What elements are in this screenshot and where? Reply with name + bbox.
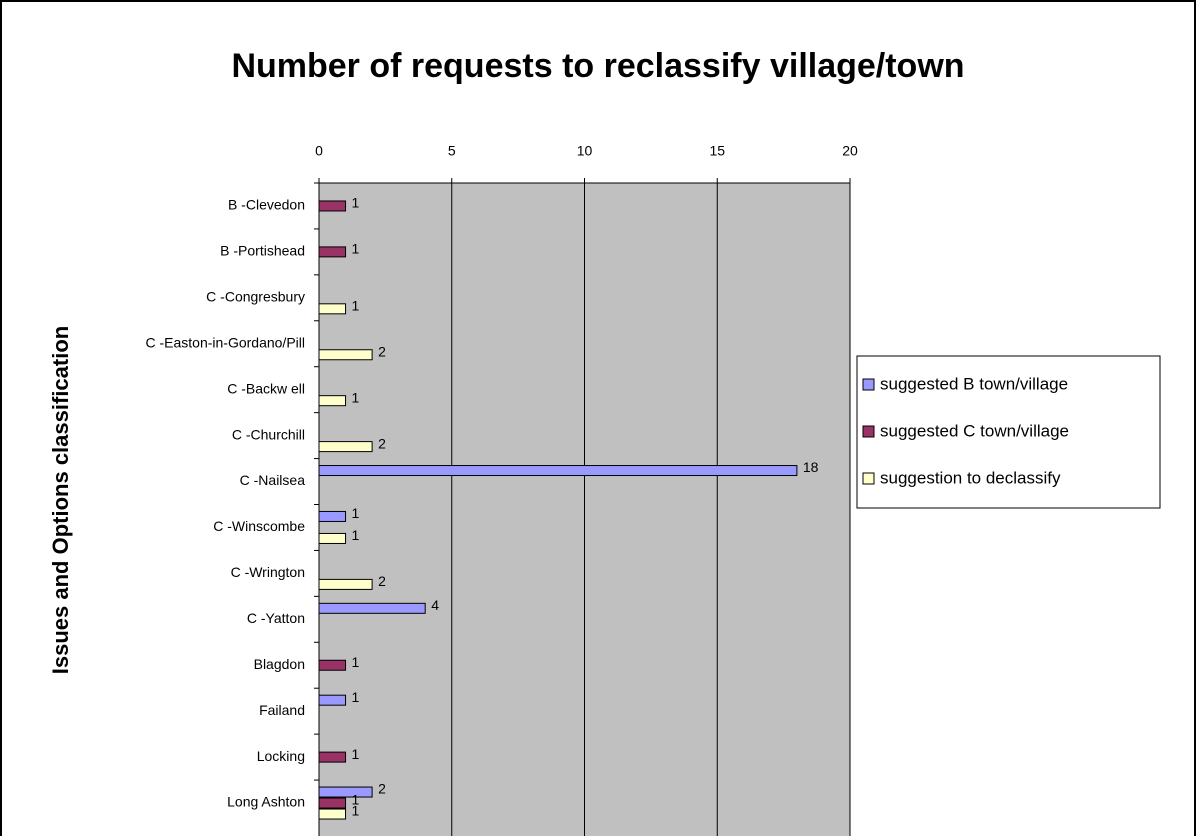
bar [318, 246, 347, 258]
bar [318, 786, 373, 798]
x-tick-label: 5 [448, 143, 456, 159]
x-tick-label: 10 [577, 143, 593, 159]
y-tick-label: B -Clevedon [228, 197, 305, 213]
bar [318, 532, 347, 544]
y-tick-label: C -Congresbury [206, 289, 305, 305]
y-tick-label: Long Ashton [227, 794, 305, 810]
legend-swatch [862, 472, 875, 485]
legend-swatch [862, 425, 875, 438]
y-tick-label: C -Nailsea [240, 472, 306, 488]
y-tick-label: C -Wrington [231, 564, 305, 580]
chart-title: Number of requests to reclassify village… [231, 47, 964, 85]
y-tick-label: C -Churchill [232, 426, 305, 442]
data-label: 1 [352, 241, 360, 257]
y-tick-label: C -Backw ell [227, 380, 305, 396]
data-label: 4 [431, 597, 439, 613]
x-tick-label: 20 [842, 143, 858, 159]
y-tick-label: Failand [259, 702, 305, 718]
y-tick-label: Blagdon [254, 656, 305, 672]
y-tick-label: B -Portishead [220, 243, 305, 259]
bar [318, 751, 347, 763]
axis-title: Issues and Options classification [48, 326, 73, 674]
data-label: 2 [378, 781, 386, 797]
y-tick-label: Locking [257, 748, 305, 764]
data-label: 18 [803, 459, 819, 475]
data-label: 1 [352, 505, 360, 521]
legend-label: suggested B town/village [880, 374, 1068, 393]
legend-swatch [862, 378, 875, 391]
bar [318, 808, 347, 820]
bar [318, 578, 373, 590]
data-label: 2 [378, 573, 386, 589]
y-tick-label: C -Winscombe [213, 518, 305, 534]
bar [318, 602, 426, 614]
x-tick-label: 0 [315, 143, 323, 159]
data-label: 2 [378, 343, 386, 359]
bar [318, 395, 347, 407]
bar [318, 797, 347, 809]
legend-label: suggested C town/village [880, 421, 1069, 440]
data-label: 1 [352, 792, 360, 808]
legend-label: suggestion to declassify [880, 468, 1061, 487]
data-label: 1 [352, 746, 360, 762]
bar [318, 349, 373, 361]
bar [318, 303, 347, 315]
bar [318, 510, 347, 522]
data-label: 1 [352, 803, 360, 819]
x-tick-label: 15 [709, 143, 725, 159]
y-tick-label: C -Easton-in-Gordano/Pill [145, 334, 305, 350]
bar [318, 659, 347, 671]
data-label: 1 [352, 298, 360, 314]
data-label: 1 [352, 527, 360, 543]
data-label: 1 [352, 654, 360, 670]
bar [318, 200, 347, 212]
data-label: 1 [352, 389, 360, 405]
data-label: 1 [352, 689, 360, 705]
bar [318, 441, 373, 453]
bar [318, 694, 347, 706]
data-label: 2 [378, 435, 386, 451]
legend-box [856, 355, 1161, 509]
bar [318, 465, 798, 477]
y-tick-label: C -Yatton [247, 610, 305, 626]
data-label: 1 [352, 195, 360, 211]
